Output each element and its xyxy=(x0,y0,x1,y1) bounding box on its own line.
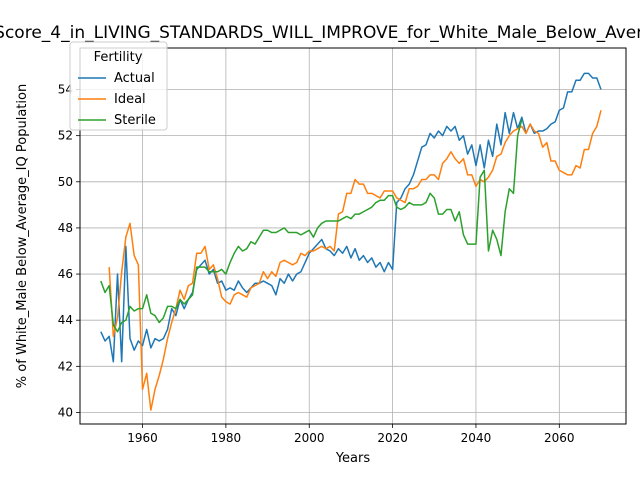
x-tick-label: 1980 xyxy=(211,431,242,445)
x-tick-label: 2000 xyxy=(294,431,325,445)
legend-label-actual: Actual xyxy=(114,71,155,86)
y-tick-label: 46 xyxy=(58,267,73,281)
chart-title: Score_4_in_LIVING_STANDARDS_WILL_IMPROVE… xyxy=(0,23,640,43)
legend-box xyxy=(69,41,168,131)
plot-frame xyxy=(79,47,627,425)
x-tick-label: 2040 xyxy=(461,431,492,445)
y-tick-label: 50 xyxy=(58,175,73,189)
legend-label-ideal: Ideal xyxy=(114,92,146,107)
series-line-sterile xyxy=(100,119,523,333)
plot-area xyxy=(80,48,626,424)
legend-title: Fertility xyxy=(94,50,143,65)
y-tick-label: 54 xyxy=(58,83,73,97)
legend-label-sterile: Sterile xyxy=(114,113,156,128)
x-tick-label: 2060 xyxy=(544,431,575,445)
x-tick-label: 2020 xyxy=(377,431,408,445)
y-tick-label: 40 xyxy=(58,405,73,419)
y-tick-label: 48 xyxy=(58,221,73,235)
legend: Fertility Actual Ideal Sterile xyxy=(69,41,168,131)
axis-ticks: 1960 1980 2000 2020 2040 2060 40 42 44 46 48 50 52 54 xyxy=(58,83,575,445)
x-axis-label: Years xyxy=(335,451,371,466)
y-tick-label: 44 xyxy=(58,313,73,327)
legend-items: Actual Ideal Sterile xyxy=(78,71,156,128)
series-layer xyxy=(100,72,602,411)
y-tick-label: 52 xyxy=(58,129,73,143)
x-tick-label: 1960 xyxy=(127,431,158,445)
y-axis-label: % of White_Male Below_Average_IQ Populat… xyxy=(15,84,30,388)
y-tick-label: 42 xyxy=(58,359,73,373)
